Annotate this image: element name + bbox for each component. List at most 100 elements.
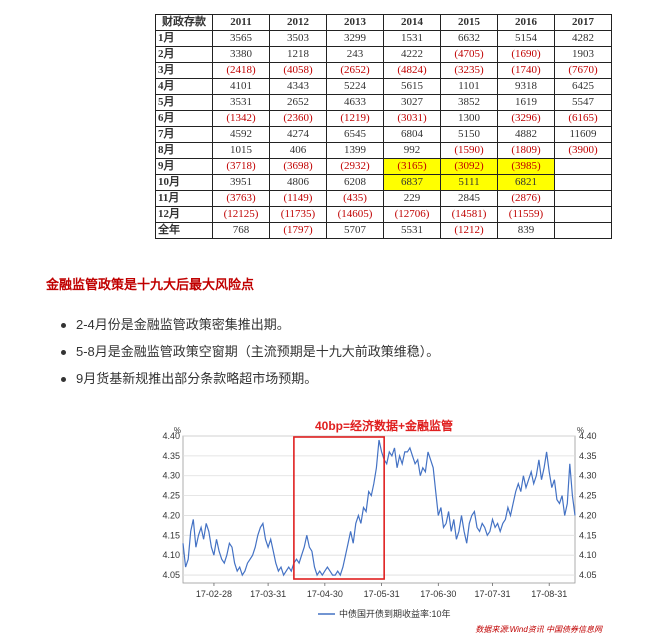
series-line — [182, 439, 576, 577]
table-cell: 5547 — [554, 94, 612, 111]
y-tick-label-left: 4.10 — [162, 550, 180, 560]
table-cell: (3698) — [269, 158, 327, 175]
table-cell: 3503 — [269, 30, 327, 47]
table-cell: (2932) — [326, 158, 384, 175]
bullet-text: 5-8月是金融监管政策空窗期（主流预期是十九大前政策维稳）。 — [76, 344, 440, 359]
table-cell: 5154 — [497, 30, 555, 47]
bullet-text: 9月货基新规推出部分条款略超市场预期。 — [76, 371, 318, 386]
year-header: 2012 — [269, 14, 327, 31]
table-cell: 1218 — [269, 46, 327, 63]
table-cell: (3296) — [497, 110, 555, 127]
table-cell: 5707 — [326, 222, 384, 239]
y-tick-label-right: 4.15 — [579, 530, 597, 540]
month-label: 11月 — [155, 190, 213, 207]
table-cell: (2360) — [269, 110, 327, 127]
table-cell: 1399 — [326, 142, 384, 159]
table-row: 6月 (1342) (2360) (1219) (3031) 1300 (3296) (616… — [155, 110, 612, 127]
table-row: 4月 4101 4343 5224 5615 1101 9318 6425 — [155, 78, 612, 95]
year-header: 2017 — [554, 14, 612, 31]
table-cell: (7670) — [554, 62, 612, 79]
year-header: 2016 — [497, 14, 555, 31]
x-tick-label: 17-03-31 — [250, 589, 286, 599]
table-cell: 3565 — [212, 30, 270, 47]
table-cell: (1212) — [440, 222, 498, 239]
table-cell: 3852 — [440, 94, 498, 111]
table-cell: 4274 — [269, 126, 327, 143]
section-title: 金融监管政策是十九大后最大风险点 — [46, 277, 255, 292]
table-row: 11月 (3763) (1149) (435) 229 2845 (2876) — [155, 190, 612, 207]
table-cell: 9318 — [497, 78, 555, 95]
month-label: 3月 — [155, 62, 213, 79]
table-row: 9月 (3718) (3698) (2932) (3165) (3092) (3985) — [155, 158, 612, 175]
table-cell: (2652) — [326, 62, 384, 79]
table-cell: (11735) — [269, 206, 327, 223]
table-cell: 992 — [383, 142, 441, 159]
table-cell: (1690) — [497, 46, 555, 63]
y-tick-label-right: 4.25 — [579, 491, 597, 501]
bullet-list: 2-4月份是金融监管政策密集推出期。 5-8月是金融监管政策空窗期（主流预期是十… — [48, 316, 439, 397]
table-cell: 4282 — [554, 30, 612, 47]
bullet-item: 5-8月是金融监管政策空窗期（主流预期是十九大前政策维稳）。 — [48, 343, 439, 370]
y-tick-label-right: 4.40 — [579, 431, 597, 441]
table-cell: (2418) — [212, 62, 270, 79]
legend-label: 中债国开债到期收益率:10年 — [339, 608, 451, 619]
y-tick-label-right: 4.20 — [579, 510, 597, 520]
table-cell: (3763) — [212, 190, 270, 207]
month-label: 8月 — [155, 142, 213, 159]
month-label: 9月 — [155, 158, 213, 175]
table-cell: (3718) — [212, 158, 270, 175]
table-cell: (3092) — [440, 158, 498, 175]
bullet-dot — [61, 350, 66, 355]
table-cell: 5150 — [440, 126, 498, 143]
table-row: 1月 3565 3503 3299 1531 6632 5154 4282 — [155, 30, 612, 47]
table-cell: 5615 — [383, 78, 441, 95]
x-tick-label: 17-02-28 — [196, 589, 232, 599]
table-cell: 6804 — [383, 126, 441, 143]
year-header: 2013 — [326, 14, 384, 31]
table-row: 12月 (12125) (11735) (14605) (12706) (14581) (1… — [155, 206, 612, 223]
table-cell: 5224 — [326, 78, 384, 95]
table-cell: (4824) — [383, 62, 441, 79]
month-label: 1月 — [155, 30, 213, 47]
table-cell: (2876) — [497, 190, 555, 207]
x-tick-label: 17-07-31 — [474, 589, 510, 599]
fiscal-deposit-table: 财政存款 2011 2012 2013 2014 2015 2016 2017 1月 3565 3… — [155, 14, 612, 239]
table-cell: (1219) — [326, 110, 384, 127]
table-row: 3月 (2418) (4058) (2652) (4824) (3235) (1740) (7… — [155, 62, 612, 79]
table-cell: (3235) — [440, 62, 498, 79]
table-cell: (1809) — [497, 142, 555, 159]
month-label: 10月 — [155, 174, 213, 191]
y-tick-label-right: 4.35 — [579, 451, 597, 461]
table-cell: (6165) — [554, 110, 612, 127]
table-cell: (1740) — [497, 62, 555, 79]
table-row: 8月 1015 406 1399 992 (1590) (1809) (3900) — [155, 142, 612, 159]
y-tick-label-left: 4.25 — [162, 491, 180, 501]
table-cell: 5111 — [440, 174, 498, 191]
table-cell: 6208 — [326, 174, 384, 191]
year-header: 2014 — [383, 14, 441, 31]
table-cell: 5531 — [383, 222, 441, 239]
chart-title: 40bp=经济数据+金融监管 — [315, 418, 453, 433]
month-label: 6月 — [155, 110, 213, 127]
x-tick-label: 17-04-30 — [307, 589, 343, 599]
table-cell: 1101 — [440, 78, 498, 95]
table-cell: 6545 — [326, 126, 384, 143]
month-label: 5月 — [155, 94, 213, 111]
bullet-dot — [61, 323, 66, 328]
table-cell — [554, 206, 612, 223]
table-cell: 4222 — [383, 46, 441, 63]
table-cell: (1342) — [212, 110, 270, 127]
table-cell: 1619 — [497, 94, 555, 111]
table-cell: 4101 — [212, 78, 270, 95]
table-cell: (12706) — [383, 206, 441, 223]
table-cell: (4058) — [269, 62, 327, 79]
table-cell: 6837 — [383, 174, 441, 191]
y-tick-label-right: 4.30 — [579, 471, 597, 481]
table-cell: 6821 — [497, 174, 555, 191]
table-cell: 2652 — [269, 94, 327, 111]
table-cell — [554, 222, 612, 239]
table-cell: (1590) — [440, 142, 498, 159]
table-cell: (11559) — [497, 206, 555, 223]
annotation-box — [293, 436, 385, 580]
table-header-row: 财政存款 2011 2012 2013 2014 2015 2016 2017 — [155, 14, 612, 31]
